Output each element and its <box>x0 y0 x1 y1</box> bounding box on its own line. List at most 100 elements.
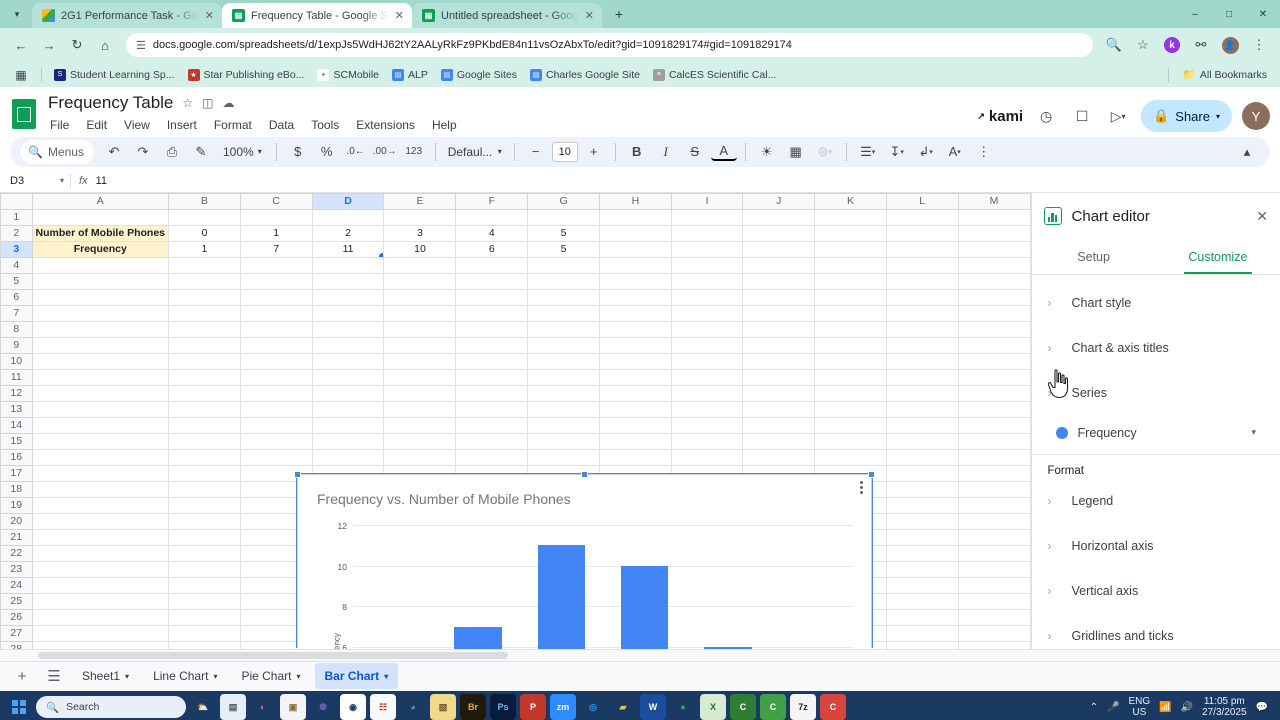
cell-J7[interactable] <box>742 304 816 322</box>
zoom-app-icon[interactable]: zm <box>550 694 576 720</box>
cell-L13[interactable] <box>885 400 959 418</box>
row-header-15[interactable]: 15 <box>0 432 33 450</box>
row-header-24[interactable]: 24 <box>0 576 33 594</box>
kami-extension-icon[interactable]: k <box>1159 32 1185 58</box>
italic-button[interactable]: I <box>663 143 668 159</box>
file-explorer-taskbar-icon[interactable]: ▰ <box>619 701 627 712</box>
strikethrough-button[interactable]: S <box>690 144 700 160</box>
cell-D6[interactable] <box>311 288 385 306</box>
cell-F9[interactable] <box>455 336 529 354</box>
apps-grid-icon[interactable]: ▦ <box>15 67 27 82</box>
page-title[interactable]: Frequency Table <box>48 93 174 112</box>
section-legend[interactable]: › Legend <box>1032 479 1280 524</box>
cell-J10[interactable] <box>742 352 816 370</box>
microsoft-word-icon[interactable]: W <box>640 694 666 720</box>
bookmark-star-icon[interactable]: ☆ <box>1137 37 1149 52</box>
cell-A6[interactable] <box>31 288 170 306</box>
cell-I1[interactable] <box>670 208 744 226</box>
row-header-7[interactable]: 7 <box>0 304 33 322</box>
close-icon[interactable]: ✕ <box>1256 207 1268 224</box>
cell-G1[interactable] <box>527 208 600 226</box>
cell-C7[interactable] <box>239 304 313 322</box>
browser-tab-0[interactable]: 2G1 Performance Task - Google ✕ <box>32 3 222 28</box>
resize-handle-middle-left[interactable] <box>294 648 301 650</box>
cell-H15[interactable] <box>598 432 672 450</box>
chevron-down-icon[interactable]: ▾ <box>384 671 389 681</box>
cell-A1[interactable] <box>31 208 170 226</box>
cell-H1[interactable] <box>598 208 672 226</box>
cell-G3[interactable]: 5 <box>527 240 600 258</box>
row-header-28[interactable]: 28 <box>0 640 33 650</box>
cell-M11[interactable] <box>957 368 1031 386</box>
menu-extensions[interactable]: Extensions <box>356 118 415 132</box>
cell-B27[interactable] <box>168 624 241 642</box>
cell-B15[interactable] <box>168 432 241 450</box>
cell-A2[interactable]: Number of Mobile Phones <box>31 224 170 242</box>
bookmark-item-0[interactable]: S Student Learning Sp... <box>49 67 180 83</box>
row-header-1[interactable]: 1 <box>0 208 33 226</box>
chevron-down-icon[interactable]: ▾ <box>1251 427 1256 438</box>
cell-D15[interactable] <box>311 432 385 450</box>
cell-L8[interactable] <box>885 320 959 338</box>
adobe-photoshop-icon[interactable]: Ps <box>490 694 516 720</box>
cell-G10[interactable] <box>527 352 600 370</box>
home-icon[interactable]: ⌂ <box>101 37 109 53</box>
row-header-6[interactable]: 6 <box>0 288 33 306</box>
cell-M6[interactable] <box>957 288 1031 306</box>
cell-B23[interactable] <box>168 560 241 578</box>
cell-H3[interactable] <box>598 240 672 258</box>
cell-A25[interactable] <box>31 592 170 610</box>
close-icon[interactable]: ✕ <box>204 10 214 22</box>
row-header-17[interactable]: 17 <box>0 464 33 482</box>
row-header-23[interactable]: 23 <box>0 560 33 578</box>
cell-F2[interactable]: 4 <box>455 224 529 242</box>
chevron-down-icon[interactable]: ▾ <box>125 671 130 681</box>
cell-D8[interactable] <box>311 320 385 338</box>
cell-A14[interactable] <box>31 416 170 434</box>
cell-F3[interactable]: 6 <box>455 240 529 258</box>
cell-K2[interactable] <box>814 224 887 242</box>
cell-H7[interactable] <box>598 304 672 322</box>
scrollbar-thumb[interactable] <box>38 651 508 659</box>
bar-2[interactable] <box>537 545 586 650</box>
cell-C9[interactable] <box>239 336 313 354</box>
notepad-app-icon[interactable]: ▧ <box>430 694 456 720</box>
text-color-icon[interactable]: A <box>710 143 737 161</box>
menu-format[interactable]: Format <box>213 118 252 132</box>
cell-J8[interactable] <box>742 320 816 338</box>
col-header-L[interactable]: L <box>885 192 959 210</box>
all-bookmarks-button[interactable]: 📁 All Bookmarks <box>1178 66 1272 83</box>
section-gridlines-and-ticks[interactable]: › Gridlines and ticks <box>1032 614 1280 649</box>
browser-menu-icon[interactable]: ⋮ <box>1252 37 1266 52</box>
new-tab-button[interactable]: + <box>614 6 624 22</box>
cell-M28[interactable] <box>957 640 1031 650</box>
cell-I7[interactable] <box>670 304 744 322</box>
row-header-18[interactable]: 18 <box>0 480 33 498</box>
col-header-F[interactable]: F <box>455 192 529 210</box>
cell-F8[interactable] <box>455 320 529 338</box>
cell-I4[interactable] <box>670 256 744 274</box>
cell-H4[interactable] <box>598 256 672 274</box>
merge-cells-icon[interactable]: ⊜ ▾ <box>817 143 832 159</box>
cell-K7[interactable] <box>814 304 887 322</box>
cell-K6[interactable] <box>814 288 887 306</box>
cell-B18[interactable] <box>168 480 241 498</box>
bar-4[interactable] <box>704 647 752 650</box>
menus-search-button[interactable]: 🔍 Menus <box>20 139 94 164</box>
cell-M10[interactable] <box>957 352 1031 370</box>
embedded-chart[interactable]: Frequency vs. Number of Mobile Phones Fr… <box>294 470 875 650</box>
text-rotation-icon[interactable]: A ▾ <box>948 144 961 160</box>
cell-K1[interactable] <box>814 208 887 226</box>
volume-icon[interactable]: 🔊 <box>1180 701 1194 713</box>
cell-L15[interactable] <box>885 432 959 450</box>
chevron-down-icon[interactable]: ▾ <box>296 671 301 681</box>
cell-J6[interactable] <box>742 288 816 306</box>
cell-A15[interactable] <box>31 432 170 450</box>
cell-F16[interactable] <box>455 448 529 466</box>
cell-B1[interactable] <box>168 208 241 226</box>
row-header-8[interactable]: 8 <box>0 320 33 338</box>
cell-B8[interactable] <box>168 320 241 338</box>
cell-G11[interactable] <box>527 368 600 386</box>
section-chart-and-axis-titles[interactable]: › Chart & axis titles <box>1032 326 1280 371</box>
cell-L11[interactable] <box>885 368 959 386</box>
